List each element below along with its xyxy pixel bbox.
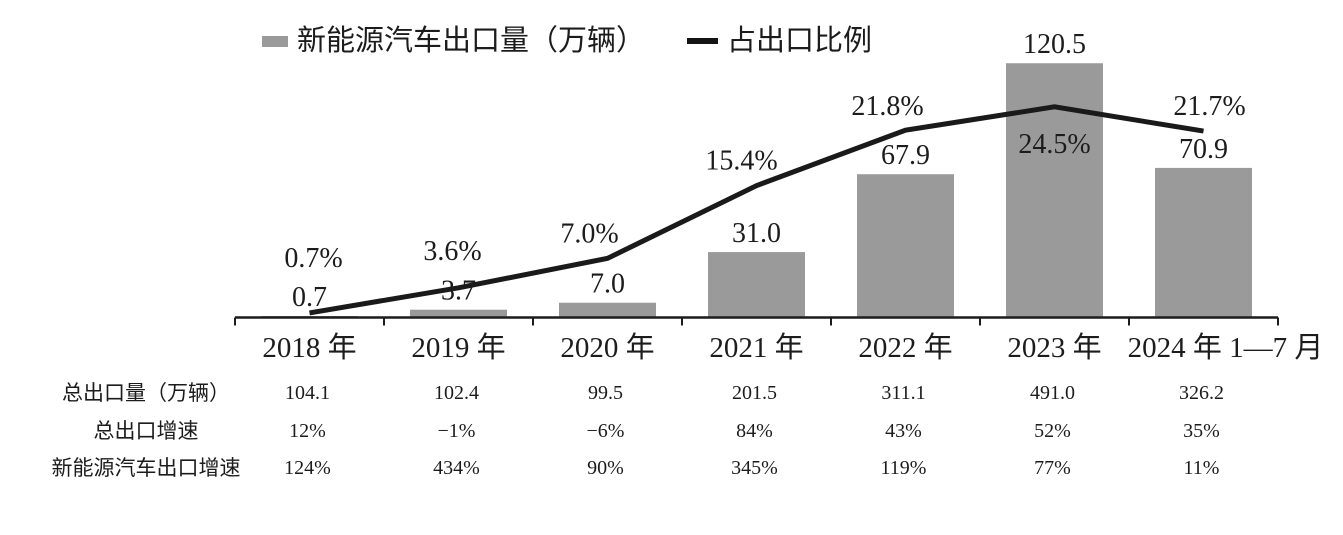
table-cell: 77%	[1034, 457, 1071, 479]
table-cell: 311.1	[881, 382, 926, 404]
bar-value-label: 31.0	[732, 218, 781, 249]
line-percent-label: 0.7%	[284, 243, 342, 274]
table-cell: 124%	[284, 457, 331, 479]
bar-2024 年 1—7 月	[1155, 167, 1252, 318]
table-row-label: 总出口量（万辆）	[62, 381, 230, 405]
line-percent-label: 21.7%	[1173, 91, 1245, 122]
line-percent-label: 24.5%	[1018, 129, 1090, 160]
bar-2023 年	[1006, 63, 1103, 318]
bar-value-label: 120.5	[1023, 29, 1086, 60]
table-cell: −1%	[437, 420, 476, 442]
legend-item-line-series: 占出口比例	[687, 24, 872, 58]
x-axis-label: 2021 年	[709, 331, 803, 364]
table-row-label: 新能源汽车出口增速	[51, 456, 241, 480]
x-axis-label: 2018 年	[262, 331, 356, 364]
table-row: 总出口量（万辆） 104.1 102.4 99.5 201.5 311.1 491.0 326…	[0, 374, 1343, 412]
table-cell: 434%	[433, 457, 480, 479]
bar-2019 年	[410, 309, 507, 318]
table-cell: 52%	[1034, 420, 1071, 442]
table-cell: −6%	[586, 420, 625, 442]
bar-value-label: 3.7	[441, 276, 476, 307]
table-cell: 90%	[587, 457, 624, 479]
x-axis-label: 2024 年 1—7 月	[1128, 331, 1324, 364]
line-series-swatch-icon	[687, 38, 719, 44]
line-percent-label: 3.6%	[423, 236, 481, 267]
legend-item-bar-series: 新能源汽车出口量（万辆）	[262, 24, 645, 58]
x-axis-label: 2019 年	[411, 331, 505, 364]
bar-series-swatch-icon	[262, 35, 288, 47]
table-cell: 99.5	[588, 382, 623, 404]
table-row-label: 总出口增速	[93, 419, 199, 443]
bar-value-label: 67.9	[881, 140, 930, 171]
legend-line-series-label: 占出口比例	[727, 25, 873, 57]
x-axis-label: 2020 年	[560, 331, 654, 364]
table-cell: 12%	[289, 420, 326, 442]
legend: 新能源汽车出口量（万辆） 占出口比例	[262, 24, 872, 58]
legend-bar-series-label: 新能源汽车出口量（万辆）	[297, 25, 646, 57]
line-percent-label: 21.8%	[851, 91, 923, 122]
table-cell: 104.1	[285, 382, 330, 404]
bar-2022 年	[857, 174, 954, 318]
table-row: 总出口增速 12% −1% −6% 84% 43% 52% 35%	[0, 412, 1343, 450]
line-percent-label: 7.0%	[560, 218, 618, 249]
table-cell: 201.5	[732, 382, 777, 404]
table-row: 新能源汽车出口增速 124% 434% 90% 345% 119% 77% 11%	[0, 449, 1343, 487]
table-cell: 43%	[885, 420, 922, 442]
line-percent-label: 15.4%	[705, 146, 777, 177]
bar-2020 年	[559, 302, 656, 318]
bar-value-label: 70.9	[1179, 134, 1228, 165]
table-cell: 345%	[731, 457, 778, 479]
table-cell: 491.0	[1030, 382, 1075, 404]
table-cell: 84%	[736, 420, 773, 442]
table-cell: 35%	[1183, 420, 1220, 442]
table-cell: 11%	[1183, 457, 1220, 479]
x-axis-label: 2023 年	[1007, 331, 1101, 364]
bar-value-label: 7.0	[590, 269, 625, 300]
bar-2021 年	[708, 252, 805, 318]
table-cell: 119%	[880, 457, 927, 479]
line-series	[309, 104, 1204, 316]
table-cell: 326.2	[1179, 382, 1224, 404]
bar-value-label: 0.7	[292, 282, 327, 313]
x-axis-label: 2022 年	[858, 331, 952, 364]
table-cell: 102.4	[434, 382, 479, 404]
